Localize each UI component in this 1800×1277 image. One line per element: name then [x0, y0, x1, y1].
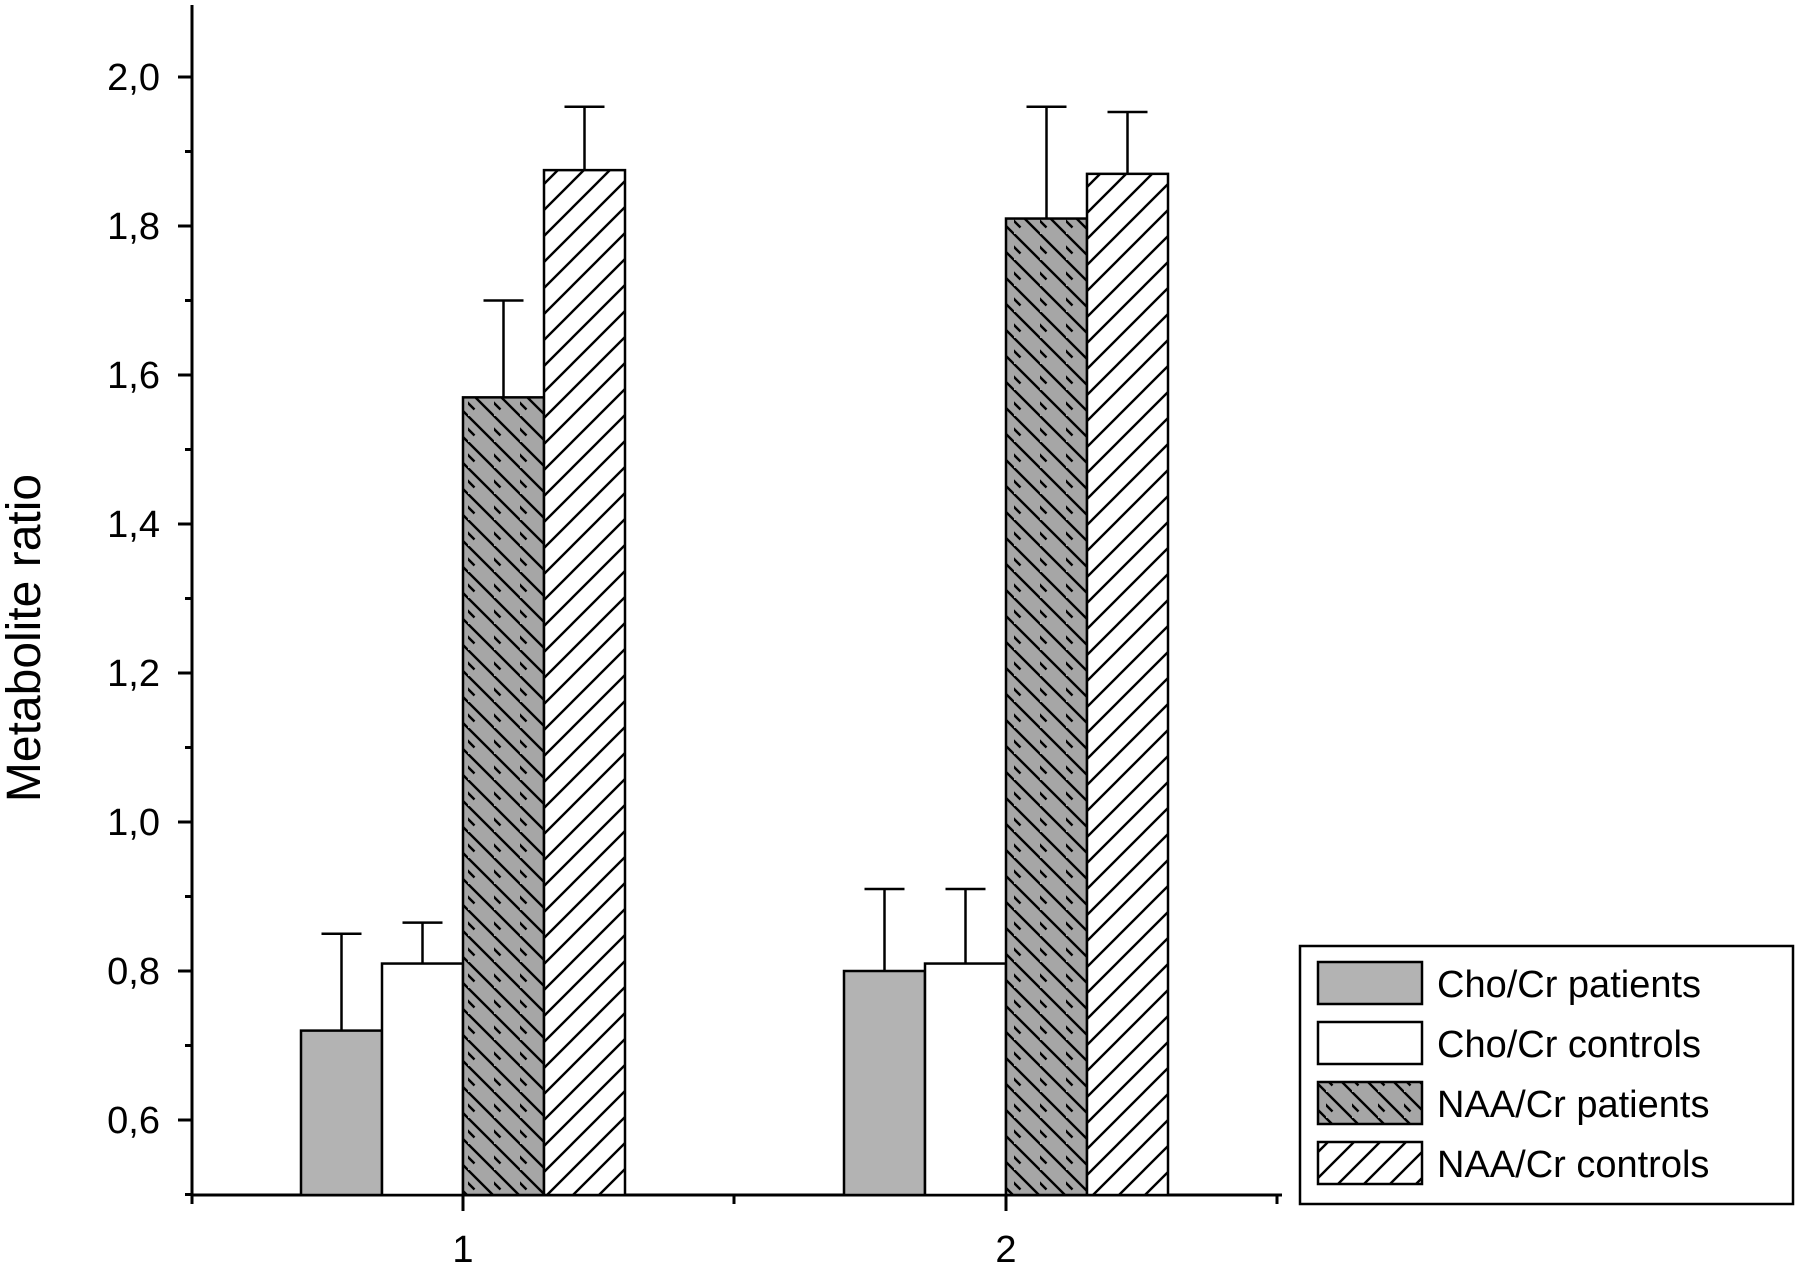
legend-label: Cho/Cr patients [1437, 964, 1701, 1006]
legend-swatch [1316, 960, 1424, 1006]
y-tick-label: 2,0 [107, 57, 160, 99]
x-tick-label: 2 [995, 1229, 1016, 1271]
x-tick-label: 1 [452, 1229, 473, 1271]
y-tick-label: 0,8 [107, 951, 160, 993]
legend-swatch [1316, 1080, 1424, 1126]
legend-swatch [1316, 1020, 1424, 1066]
y-tick-label: 0,6 [107, 1100, 160, 1142]
legend-label: Cho/Cr controls [1437, 1024, 1701, 1066]
bar [542, 168, 627, 1197]
bar [1004, 217, 1089, 1197]
bar [299, 1029, 384, 1197]
bar [1085, 172, 1170, 1197]
y-tick-label: 1,8 [107, 206, 160, 248]
y-tick-label: 1,4 [107, 504, 160, 546]
plot-area: 0,6 0,8 1,0 1,2 1,4 1,6 1,8 2,0 1 2 [107, 5, 1282, 1271]
bar [842, 969, 927, 1197]
legend-label: NAA/Cr controls [1437, 1144, 1709, 1186]
y-tick-label: 1,6 [107, 355, 160, 397]
legend-label: NAA/Cr patients [1437, 1084, 1709, 1126]
bar [380, 962, 465, 1197]
y-tick-label: 1,0 [107, 802, 160, 844]
y-axis-title: Metabolite ratio [0, 474, 51, 802]
bar [923, 962, 1008, 1197]
bar [461, 396, 546, 1197]
y-tick-label: 1,2 [107, 653, 160, 695]
legend: Cho/Cr patients Cho/Cr controls NAA/Cr pat… [1298, 944, 1795, 1206]
legend-swatch [1316, 1140, 1424, 1186]
